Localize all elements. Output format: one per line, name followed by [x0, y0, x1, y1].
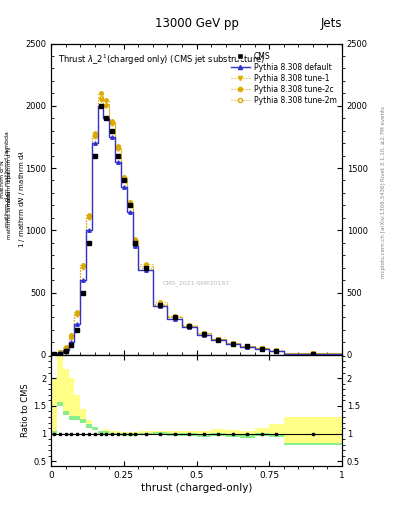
Legend: CMS, Pythia 8.308 default, Pythia 8.308 tune-1, Pythia 8.308 tune-2c, Pythia 8.3: CMS, Pythia 8.308 default, Pythia 8.308 … [229, 51, 338, 106]
Text: mathrmd lambda: mathrmd lambda [7, 190, 12, 239]
X-axis label: thrust (charged-only): thrust (charged-only) [141, 482, 252, 493]
Text: mathrm d $p_{\mathrm{T}}$ mathrmd lambda: mathrm d $p_{\mathrm{T}}$ mathrmd lambda [3, 131, 11, 228]
Text: Jets: Jets [320, 16, 342, 30]
Text: Thrust $\lambda\_2^{1}$(charged only) (CMS jet substructure): Thrust $\lambda\_2^{1}$(charged only) (C… [58, 53, 265, 67]
Text: mathrm d$^{2}$N: mathrm d$^{2}$N [0, 159, 7, 199]
Text: mcplots.cern.ch [arXiv:1306.3436]: mcplots.cern.ch [arXiv:1306.3436] [381, 183, 386, 278]
Text: mathrm d $p_T$: mathrm d $p_T$ [6, 170, 14, 207]
Text: mathrm d$^2$N: mathrm d$^2$N [5, 145, 15, 181]
Text: Rivet 3.1.10, ≥2.7M events: Rivet 3.1.10, ≥2.7M events [381, 106, 386, 181]
Text: 1 / mathrm d$N$ / mathrm d$\lambda$: 1 / mathrm d$N$ / mathrm d$\lambda$ [17, 150, 27, 248]
Text: CMS_2021-SMP20187: CMS_2021-SMP20187 [163, 281, 230, 286]
Y-axis label: Ratio to CMS: Ratio to CMS [21, 383, 30, 437]
Text: 13000 GeV pp: 13000 GeV pp [154, 16, 239, 30]
